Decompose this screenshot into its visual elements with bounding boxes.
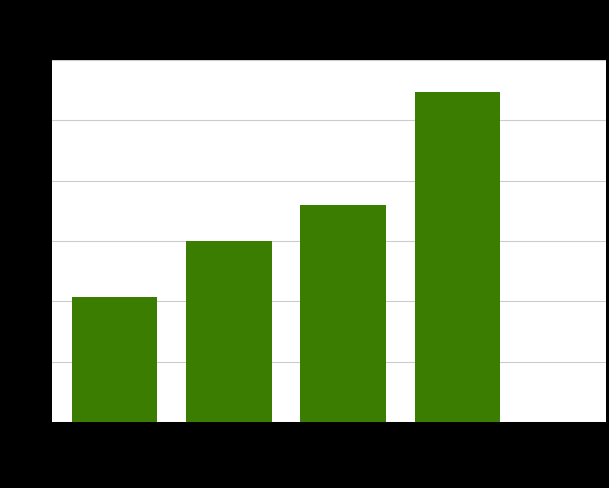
- Bar: [415, 93, 500, 422]
- Bar: [72, 298, 158, 422]
- Bar: [186, 242, 272, 422]
- Bar: [300, 205, 386, 422]
